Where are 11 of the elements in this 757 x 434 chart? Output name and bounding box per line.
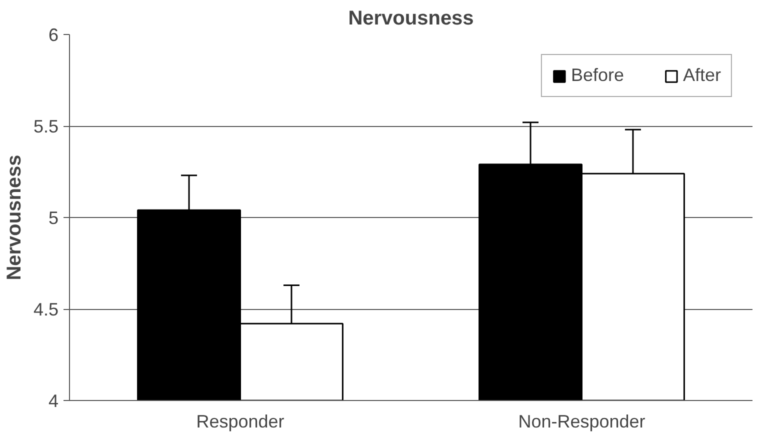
y-tick-label: 4 (48, 391, 59, 411)
y-tick-label: 5 (48, 208, 59, 228)
y-tick-label: 5.5 (33, 116, 59, 136)
x-tick-label: Responder (196, 412, 284, 432)
x-tick-label: Non-Responder (518, 412, 646, 432)
legend-label: Before (570, 65, 624, 86)
chart-title: Nervousness (348, 8, 474, 30)
y-tick-label: 4.5 (33, 300, 59, 320)
y-axis-title: Nervousness (3, 154, 26, 280)
y-tick-label: 6 (48, 25, 59, 45)
legend-label: After (682, 65, 721, 86)
